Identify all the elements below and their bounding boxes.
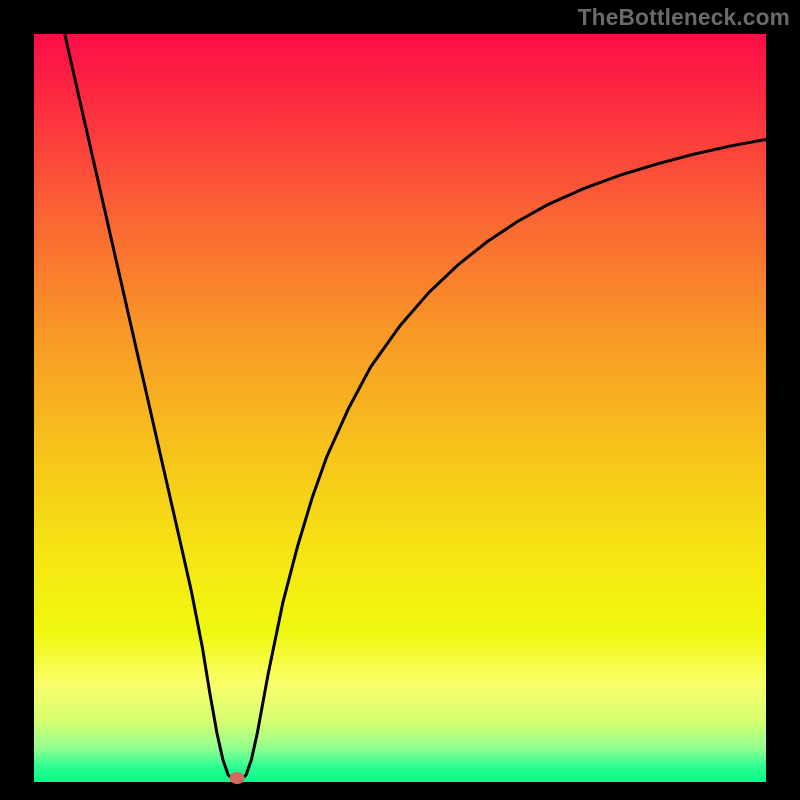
curve-layer xyxy=(34,34,766,782)
chart-container: TheBottleneck.com xyxy=(0,0,800,800)
plot-area xyxy=(34,34,766,782)
watermark-text: TheBottleneck.com xyxy=(578,4,790,31)
optimum-marker xyxy=(230,772,245,784)
bottleneck-curve xyxy=(65,34,766,781)
